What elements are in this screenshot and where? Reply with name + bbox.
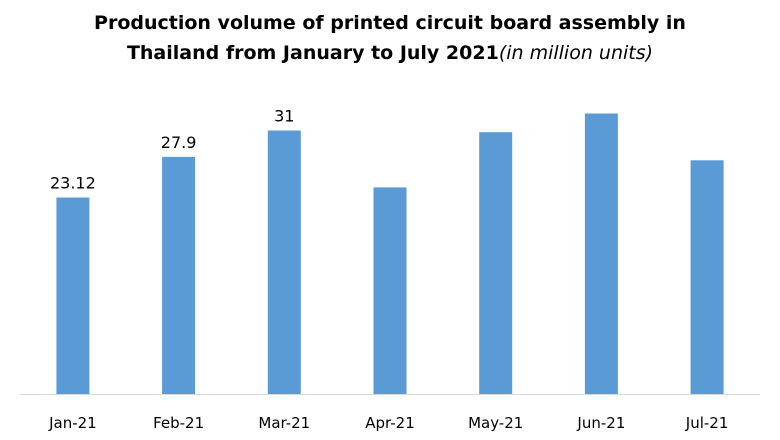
x-tick-label-may-21: May-21 bbox=[468, 414, 523, 432]
x-tick-label-jun-21: Jun-21 bbox=[576, 414, 625, 432]
x-tick-labels: Jan-21 Feb-21 Mar-21 Apr-21 May-21 Jun-21 Jul-… bbox=[48, 414, 728, 432]
bar-may-21 bbox=[479, 132, 513, 394]
data-label-feb-21: 27.9 bbox=[161, 133, 197, 152]
bar-jun-21 bbox=[584, 113, 618, 394]
bar-feb-21 bbox=[162, 156, 196, 394]
chart-title-line-2-text: Thailand from January to July 2021 bbox=[126, 42, 499, 64]
chart-title-unit: (in million units) bbox=[498, 42, 654, 64]
chart-title: Production volume of printed circuit boa… bbox=[0, 8, 780, 68]
chart-title-line-2: Thailand from January to July 2021(in mi… bbox=[0, 38, 780, 68]
bar-mar-21 bbox=[267, 130, 301, 394]
data-labels-group: 23.12 27.9 31 bbox=[50, 107, 294, 193]
x-tick-label-apr-21: Apr-21 bbox=[365, 414, 415, 432]
data-label-mar-21: 31 bbox=[274, 107, 294, 126]
x-tick-label-feb-21: Feb-21 bbox=[153, 414, 204, 432]
x-tick-label-jul-21: Jul-21 bbox=[685, 414, 729, 432]
x-tick-label-mar-21: Mar-21 bbox=[258, 414, 310, 432]
x-tick-label-jan-21: Jan-21 bbox=[48, 414, 97, 432]
data-label-jan-21: 23.12 bbox=[50, 174, 96, 193]
bar-jul-21 bbox=[690, 160, 724, 395]
bars-group bbox=[56, 113, 724, 395]
bar-apr-21 bbox=[373, 187, 407, 394]
chart-title-line-1: Production volume of printed circuit boa… bbox=[94, 12, 686, 34]
bar-jan-21 bbox=[56, 197, 90, 394]
